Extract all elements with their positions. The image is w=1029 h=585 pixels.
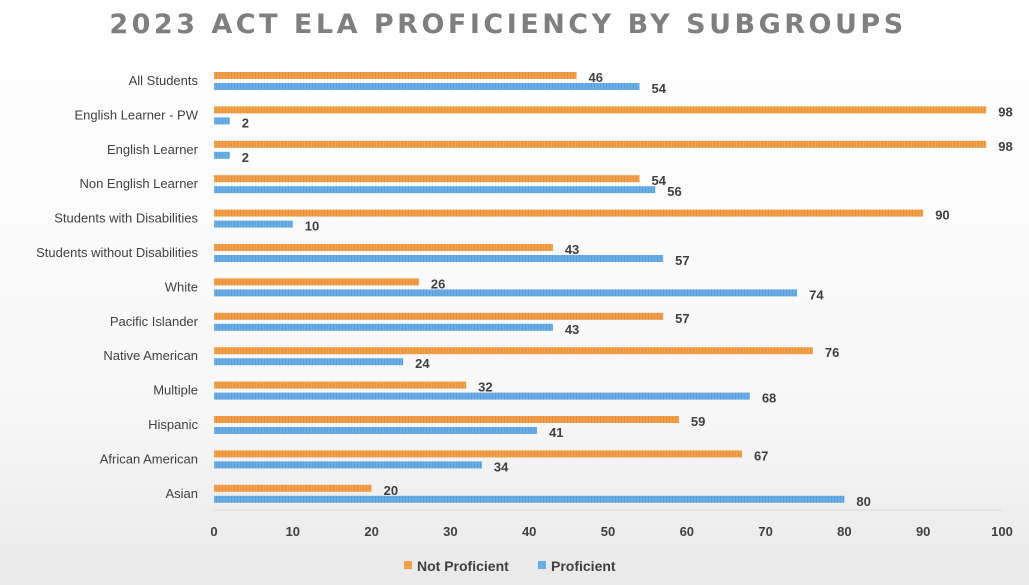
category-label: English Learner - PW xyxy=(74,107,198,122)
data-label: 90 xyxy=(935,208,949,223)
data-label: 67 xyxy=(754,448,768,463)
bar-proficient xyxy=(214,461,482,469)
bar-not-proficient xyxy=(214,175,640,183)
data-label: 76 xyxy=(825,345,839,360)
x-tick-label: 60 xyxy=(680,524,694,539)
data-label: 46 xyxy=(588,70,602,85)
data-label: 80 xyxy=(856,494,870,509)
data-label: 41 xyxy=(549,425,563,440)
bar-proficient xyxy=(214,323,553,331)
x-tick-label: 10 xyxy=(286,524,300,539)
bar-proficient xyxy=(214,151,230,159)
category-label: Students without Disabilities xyxy=(36,245,198,260)
category-label: All Students xyxy=(129,73,199,88)
data-label: 20 xyxy=(384,483,398,498)
data-label: 54 xyxy=(652,173,667,188)
data-label: 26 xyxy=(431,276,445,291)
data-label: 98 xyxy=(998,104,1012,119)
bar-not-proficient xyxy=(214,312,664,320)
data-label: 32 xyxy=(478,380,492,395)
x-tick-label: 30 xyxy=(443,524,457,539)
x-tick-label: 50 xyxy=(601,524,615,539)
legend-label-not-proficient: Not Proficient xyxy=(417,558,509,574)
x-tick-label: 20 xyxy=(364,524,378,539)
data-label: 57 xyxy=(675,253,689,268)
data-label: 68 xyxy=(762,391,776,406)
data-label: 24 xyxy=(415,356,430,371)
bar-not-proficient xyxy=(214,209,924,217)
category-label: White xyxy=(165,279,198,294)
legend: Not Proficient Proficient xyxy=(404,558,616,574)
bar-not-proficient xyxy=(214,416,679,423)
x-tick-label: 40 xyxy=(522,524,536,539)
bar-not-proficient xyxy=(214,72,577,79)
data-label: 57 xyxy=(675,311,689,326)
data-label: 56 xyxy=(667,184,681,199)
data-label: 10 xyxy=(305,219,319,234)
data-label: 43 xyxy=(565,322,579,337)
bar-not-proficient xyxy=(214,278,419,286)
bar-not-proficient xyxy=(214,381,467,389)
bar-not-proficient xyxy=(214,484,372,492)
data-label: 59 xyxy=(691,414,705,429)
bar-not-proficient xyxy=(214,450,742,458)
bar-proficient xyxy=(214,255,664,262)
bar-not-proficient xyxy=(214,244,553,251)
data-label: 98 xyxy=(998,139,1012,154)
legend-label-proficient: Proficient xyxy=(551,558,616,574)
bar-proficient xyxy=(214,220,293,228)
category-label: Pacific Islander xyxy=(110,314,199,329)
data-label: 54 xyxy=(652,81,667,96)
bar-proficient xyxy=(214,358,404,366)
data-label: 34 xyxy=(494,459,509,474)
chart-title: 2023 ACT ELA PROFICIENCY BY SUBGROUPS xyxy=(109,9,906,40)
bar-proficient xyxy=(214,289,798,297)
x-tick-label: 70 xyxy=(758,524,772,539)
bar-proficient xyxy=(214,427,538,434)
category-label: Hispanic xyxy=(148,417,198,432)
bar-not-proficient xyxy=(214,140,987,148)
x-tick-label: 80 xyxy=(837,524,851,539)
x-tick-label: 90 xyxy=(916,524,930,539)
data-label: 43 xyxy=(565,242,579,257)
x-tick-label: 0 xyxy=(210,524,217,539)
x-tick-label: 100 xyxy=(991,524,1013,539)
legend-swatch-not-proficient xyxy=(404,561,412,569)
category-label: Students with Disabilities xyxy=(54,211,198,226)
bar-proficient xyxy=(214,186,656,194)
bar-not-proficient xyxy=(214,106,987,114)
data-label: 2 xyxy=(242,150,249,165)
bar-not-proficient xyxy=(214,347,813,355)
legend-swatch-proficient xyxy=(538,561,546,569)
bar-proficient xyxy=(214,83,640,90)
category-label: Asian xyxy=(165,486,198,501)
category-label: Native American xyxy=(103,348,198,363)
category-label: Multiple xyxy=(153,383,198,398)
category-label: African American xyxy=(100,451,198,466)
category-label: Non English Learner xyxy=(79,176,198,191)
category-label: English Learner xyxy=(107,142,199,157)
data-label: 74 xyxy=(809,287,824,302)
data-label: 2 xyxy=(242,115,249,130)
bar-proficient xyxy=(214,117,230,125)
bar-proficient xyxy=(214,495,845,503)
bar-proficient xyxy=(214,392,750,400)
